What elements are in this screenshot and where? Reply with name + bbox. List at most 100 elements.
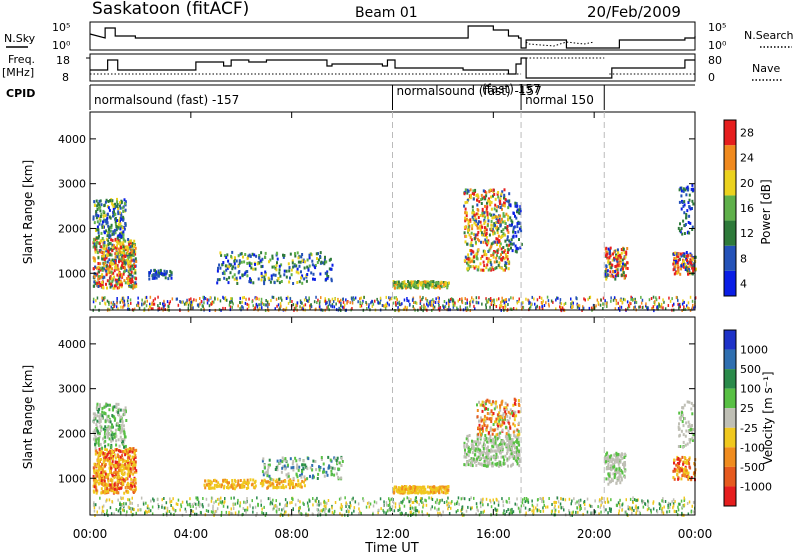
data-cell bbox=[291, 500, 293, 504]
data-cell bbox=[483, 250, 486, 254]
data-cell bbox=[499, 306, 501, 310]
data-cell bbox=[299, 260, 302, 264]
data-cell bbox=[473, 260, 476, 264]
data-cell bbox=[599, 505, 602, 509]
data-cell bbox=[131, 501, 133, 505]
data-cell bbox=[682, 189, 685, 193]
data-cell bbox=[253, 253, 256, 257]
data-cell bbox=[95, 479, 98, 482]
data-cell bbox=[95, 486, 98, 490]
data-cell bbox=[323, 474, 326, 478]
data-cell bbox=[134, 252, 137, 256]
data-cell bbox=[246, 270, 249, 273]
data-cell bbox=[295, 305, 297, 309]
data-cell bbox=[508, 497, 510, 501]
data-cell bbox=[116, 473, 119, 477]
data-cell bbox=[107, 473, 110, 477]
data-cell bbox=[98, 461, 100, 465]
data-cell bbox=[110, 439, 113, 443]
data-cell bbox=[114, 456, 117, 460]
data-cell bbox=[572, 301, 574, 305]
data-cell bbox=[480, 498, 482, 502]
data-cell bbox=[397, 301, 399, 305]
data-cell bbox=[498, 214, 500, 218]
data-cell bbox=[479, 501, 482, 505]
data-cell bbox=[122, 504, 125, 508]
data-cell bbox=[125, 489, 128, 493]
freq-series-line bbox=[90, 57, 695, 79]
data-cell bbox=[281, 456, 284, 460]
data-cell bbox=[150, 269, 152, 273]
data-cell bbox=[652, 305, 655, 309]
data-cell bbox=[481, 254, 484, 258]
data-cell bbox=[605, 302, 608, 305]
data-cell bbox=[467, 228, 470, 232]
data-cell bbox=[442, 491, 445, 495]
data-cell bbox=[426, 512, 429, 516]
data-cell bbox=[97, 437, 100, 441]
data-cell bbox=[124, 444, 127, 448]
data-cell bbox=[415, 301, 418, 305]
data-cell bbox=[115, 264, 118, 268]
data-cell bbox=[124, 222, 127, 225]
data-cell bbox=[121, 251, 124, 254]
data-cell bbox=[111, 488, 114, 492]
data-cell bbox=[127, 452, 130, 456]
data-cell bbox=[311, 476, 314, 480]
data-cell bbox=[122, 241, 125, 245]
data-cell bbox=[279, 502, 281, 506]
data-cell bbox=[519, 209, 522, 213]
data-cell bbox=[414, 497, 417, 501]
data-cell bbox=[328, 298, 330, 302]
data-cell bbox=[477, 509, 479, 513]
data-cell bbox=[480, 231, 483, 235]
data-cell bbox=[228, 481, 230, 485]
data-cell bbox=[506, 257, 509, 261]
data-cell bbox=[116, 466, 119, 470]
data-cell bbox=[214, 512, 216, 516]
data-cell bbox=[691, 199, 694, 203]
data-cell bbox=[333, 509, 336, 513]
data-cell bbox=[472, 298, 475, 302]
data-cell bbox=[403, 280, 406, 284]
data-cell bbox=[219, 500, 222, 504]
data-cell bbox=[303, 277, 306, 281]
data-cell bbox=[485, 228, 488, 232]
data-cell bbox=[278, 268, 281, 272]
data-cell bbox=[113, 471, 116, 475]
data-cell bbox=[195, 496, 197, 500]
data-cell bbox=[682, 253, 685, 257]
data-cell bbox=[506, 225, 509, 228]
data-cell bbox=[403, 298, 406, 302]
data-cell bbox=[120, 257, 123, 261]
data-cell bbox=[672, 504, 675, 508]
data-cell bbox=[115, 448, 118, 452]
data-cell bbox=[431, 304, 433, 307]
data-cell bbox=[227, 259, 230, 263]
data-cell bbox=[514, 201, 517, 205]
data-cell bbox=[168, 274, 171, 278]
data-cell bbox=[123, 445, 126, 449]
data-cell bbox=[487, 268, 490, 272]
data-cell bbox=[351, 301, 354, 305]
data-cell bbox=[96, 204, 99, 208]
data-cell bbox=[626, 247, 629, 250]
data-cell bbox=[155, 276, 158, 280]
data-cell bbox=[113, 269, 116, 273]
data-cell bbox=[170, 276, 173, 280]
data-cell bbox=[394, 505, 397, 509]
data-cell bbox=[586, 497, 589, 501]
data-cell bbox=[129, 485, 131, 489]
data-cell bbox=[642, 500, 645, 503]
data-cell bbox=[134, 281, 137, 285]
data-cell bbox=[128, 505, 130, 509]
data-cell bbox=[691, 266, 694, 270]
data-cell bbox=[265, 480, 268, 484]
data-cell bbox=[157, 307, 159, 311]
data-cell bbox=[395, 280, 398, 284]
data-cell bbox=[682, 187, 685, 191]
data-cell bbox=[216, 507, 219, 511]
data-cell bbox=[110, 456, 113, 460]
data-cell bbox=[236, 501, 239, 505]
data-cell bbox=[349, 501, 351, 505]
